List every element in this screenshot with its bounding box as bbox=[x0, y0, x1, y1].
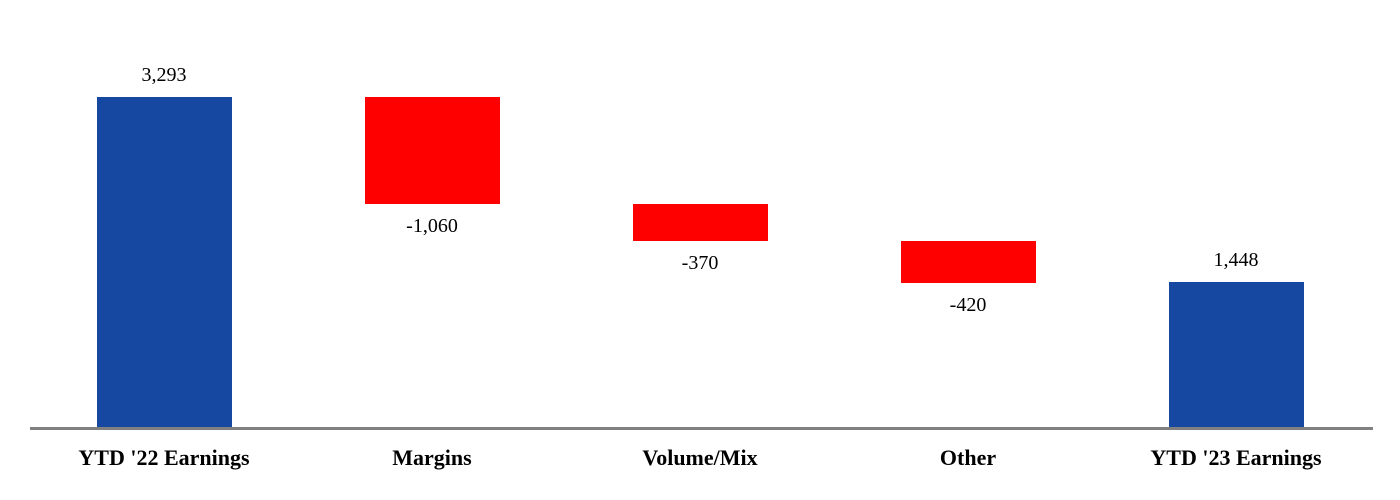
category-label-ytd-22-earnings: YTD '22 Earnings bbox=[78, 445, 250, 470]
bar-margins bbox=[364, 97, 500, 204]
category-label-margins: Margins bbox=[392, 445, 472, 470]
value-label-volume-mix: -370 bbox=[681, 251, 719, 274]
category-label-ytd-23-earnings: YTD '23 Earnings bbox=[1150, 445, 1322, 470]
category-label-volume-mix: Volume/Mix bbox=[642, 445, 758, 470]
bar-other bbox=[900, 240, 1036, 283]
value-label-margins: -1,060 bbox=[406, 214, 458, 237]
x-axis-line bbox=[30, 427, 1373, 430]
bar-volume-mix bbox=[632, 203, 768, 241]
value-label-other: -420 bbox=[949, 293, 987, 316]
value-label-ytd-22-earnings: 3,293 bbox=[141, 64, 187, 87]
bar-ytd-23-earnings bbox=[1168, 282, 1304, 428]
bar-ytd-22-earnings bbox=[96, 97, 232, 428]
value-label-ytd-23-earnings: 1,448 bbox=[1213, 249, 1259, 272]
category-label-other: Other bbox=[939, 445, 997, 470]
